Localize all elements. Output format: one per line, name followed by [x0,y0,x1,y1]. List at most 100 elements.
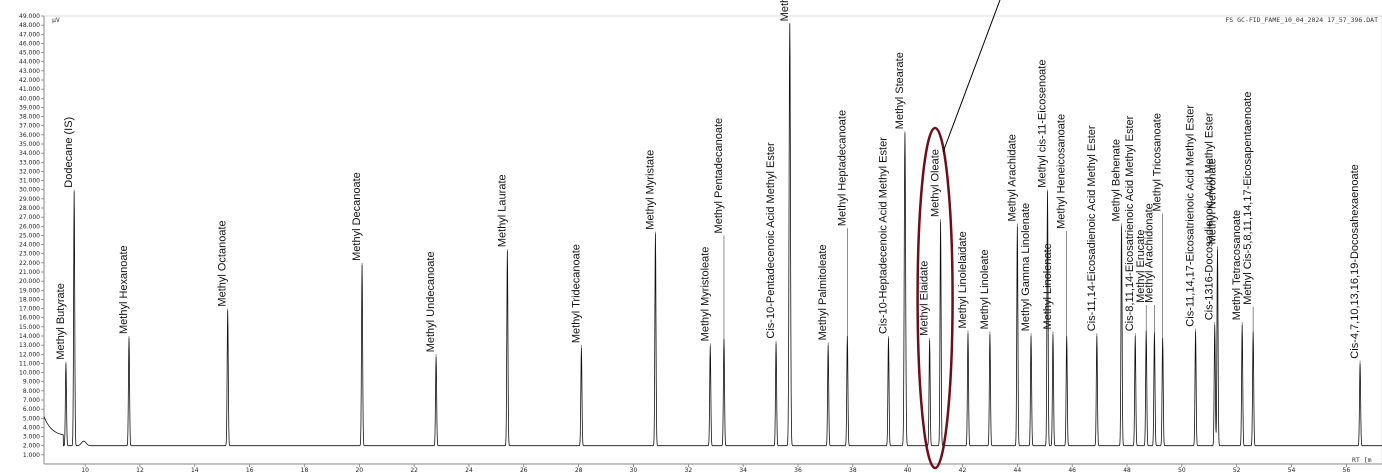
peak-label-methyl-myristate: Methyl Myristate [644,150,656,230]
y-tick-label: 22.000 [19,260,40,267]
peak-label-dodecane-is: Dodecane (IS) [63,117,75,188]
peak-drop-lines [65,131,1361,364]
x-tick-label: 32 [685,467,693,473]
y-tick-label: 19.000 [19,287,40,294]
y-tick-label: 39.000 [19,104,40,111]
y-tick-label: 36.000 [19,132,40,139]
y-tick-label: 26.000 [19,223,40,230]
x-tick-label: 52 [1233,467,1241,473]
x-tick-label: 44 [1014,467,1022,473]
y-tick-label: 43.000 [19,68,40,75]
peak-label-methyl-heneicosanoate: Methyl Heneicosanoate [1056,114,1068,229]
peak-label-methyl-pentadecanoate: Methyl Pentadecanoate [713,118,725,234]
peak-label-methyl-myristoleate: Methyl Myristoleate [699,247,711,342]
peak-label-methyl-palmitoleate: Methyl Palmitoleate [817,244,829,340]
x-tick-label: 38 [849,467,857,473]
peak-label-methyl-tricosanoate: Methyl Tricosanoate [1152,113,1164,211]
y-unit-label: µV [52,16,60,24]
peak-label-cis-10-pentadecenoic-acid-methyl-ester: Cis-10-Pentadecenoic Acid Methyl Ester [765,142,777,339]
y-tick-label: 34.000 [19,150,40,157]
plot-frame [43,15,1382,465]
peak-label-methyl-arachidonate: Methyl Arachidonate [1143,203,1155,303]
y-tick-label: 20.000 [19,278,40,285]
peak-label-methyl-linolenate: Methyl Linolenate [1042,243,1054,329]
y-tick-label: 41.000 [19,86,40,93]
chromatogram-trace [43,23,1382,447]
y-tick-label: 1.000 [23,452,40,459]
peak-label-methyl-butyrate: Methyl Butyrate [55,283,67,359]
y-tick-label: 14.000 [19,333,40,340]
y-tick-label: 11.000 [19,360,40,367]
peak-label-methyl-palmitate: Methyl Palmitate [779,0,791,21]
peak-label-methyl-erucate: Methyl Erucate [1135,230,1147,303]
peak-label-methyl-behenate: Methyl Behenate [1111,139,1123,222]
x-tick-label: 20 [355,467,363,473]
y-tick-label: 37.000 [19,123,40,130]
y-tick-label: 44.000 [19,59,40,66]
x-tick-label: 22 [410,467,418,473]
y-tick-label: 15.000 [19,324,40,331]
y-tick-label: 27.000 [19,214,40,221]
peak-label-cis-1316-docosadienoic-acid-methyl-ester: Cis-1316-Docosadienoic Acid Methyl Ester [1204,112,1216,320]
y-tick-label: 17.000 [19,306,40,313]
x-tick-label: 16 [246,467,254,473]
peak-label-cis-4-7-10-13-16-19-docosahexaenoate: Cis-4,7,10,13,16,19-Docosahexaenoate [1349,164,1361,358]
y-tick-label: 33.000 [19,159,40,166]
peak-label-methyl-tetracosanoate: Methyl Tetracosanoate [1231,210,1243,320]
x-tick-label: 42 [959,467,967,473]
y-tick-label: 24.000 [19,242,40,249]
y-tick-label: 23.000 [19,251,40,258]
x-tick-label: 40 [904,467,912,473]
y-tick-label: 9.000 [23,379,40,386]
peak-label-methyl-tridecanoate: Methyl Tridecanoate [570,244,582,343]
peak-label-cis-8-11-14-eicosatrienoic-acid-methyl-ester: Cis-8,11,14-Eicosatrienoic Acid Methyl E… [1124,115,1136,331]
y-tick-label: 48.000 [19,22,40,29]
y-tick-label: 38.000 [19,114,40,121]
x-tick-label: 56 [1343,467,1351,473]
y-tick-label: 6.000 [23,406,40,413]
y-tick-label: 21.000 [19,269,40,276]
peak-label-methyl-stearate: Methyl Stearate [894,52,906,129]
y-tick-label: 40.000 [19,95,40,102]
y-tick-label: 5.000 [23,415,40,422]
x-axis-label: RT [m [1352,456,1372,464]
highlight-arrow [942,0,1001,153]
peak-label-cis-10-heptadecenoic-acid-methyl-ester: Cis-10-Heptadecenoic Acid Methyl Ester [877,137,889,334]
y-tick-label: 30.000 [19,187,40,194]
y-tick-label: 7.000 [23,397,40,404]
peak-label-methyl-gamma-linolenate: Methyl Gamma Linolenate [1020,203,1032,331]
x-tick-label: 30 [630,467,638,473]
y-tick-label: 16.000 [19,315,40,322]
y-tick-label: 45.000 [19,50,40,57]
peak-labels: Methyl Butyrate Dodecane (IS) Methyl Hexan… [55,0,1361,360]
y-tick-label: 18.000 [19,296,40,303]
y-tick-label: 35.000 [19,141,40,148]
x-tick-label: 54 [1288,467,1296,473]
y-tick-label: 29.000 [19,196,40,203]
x-tick-label: 12 [136,467,144,473]
peak-label-methyl-linolelaidate: Methyl Linolelaidate [957,231,969,328]
x-tick-label: 10 [81,467,89,473]
peak-label-cis-11-14-eicosadienoic-acid-methyl-ester: Cis-11,14-Eicosadienoic Acid Methyl Este… [1086,125,1098,331]
x-tick-label: 34 [739,467,747,473]
peak-label-methyl-nervonate: Methyl Nervonate [1206,158,1218,244]
y-tick-label: 32.000 [19,168,40,175]
y-tick-label: 8.000 [23,388,40,395]
peak-label-methyl-undecanoate: Methyl Undecanoate [425,251,437,352]
y-tick-label: 2.000 [23,443,40,450]
peak-label-methyl-linoleate: Methyl Linoleate [979,249,991,329]
x-tick-label: 46 [1068,467,1076,473]
peak-label-methyl-octanoate: Methyl Octanoate [217,220,229,306]
y-tick-label: 46.000 [19,40,40,47]
y-tick-label: 42.000 [19,77,40,84]
y-tick-label: 47.000 [19,31,40,38]
x-tick-label: 28 [575,467,583,473]
peak-label-methyl-cis-11-eicosenoate: Methyl cis-11-Eicosenoate [1037,60,1049,188]
y-tick-label: 3.000 [23,434,40,441]
y-tick-label: 28.000 [19,205,40,212]
x-tick-label: 50 [1178,467,1186,473]
peak-label-cis-11-14-17-eicosatrienoic-acid-methyl-ester: Cis-11,14,17-Eicosatrienoic Acid Methyl … [1185,105,1197,327]
peak-label-methyl-cis-5-8-11-14-17-eicosapentaenoate: Methyl Cis-5,8,11,14,17-Eicosapentaenoat… [1242,92,1254,305]
peak-label-methyl-elaidate: Methyl Elaidate [919,261,931,336]
